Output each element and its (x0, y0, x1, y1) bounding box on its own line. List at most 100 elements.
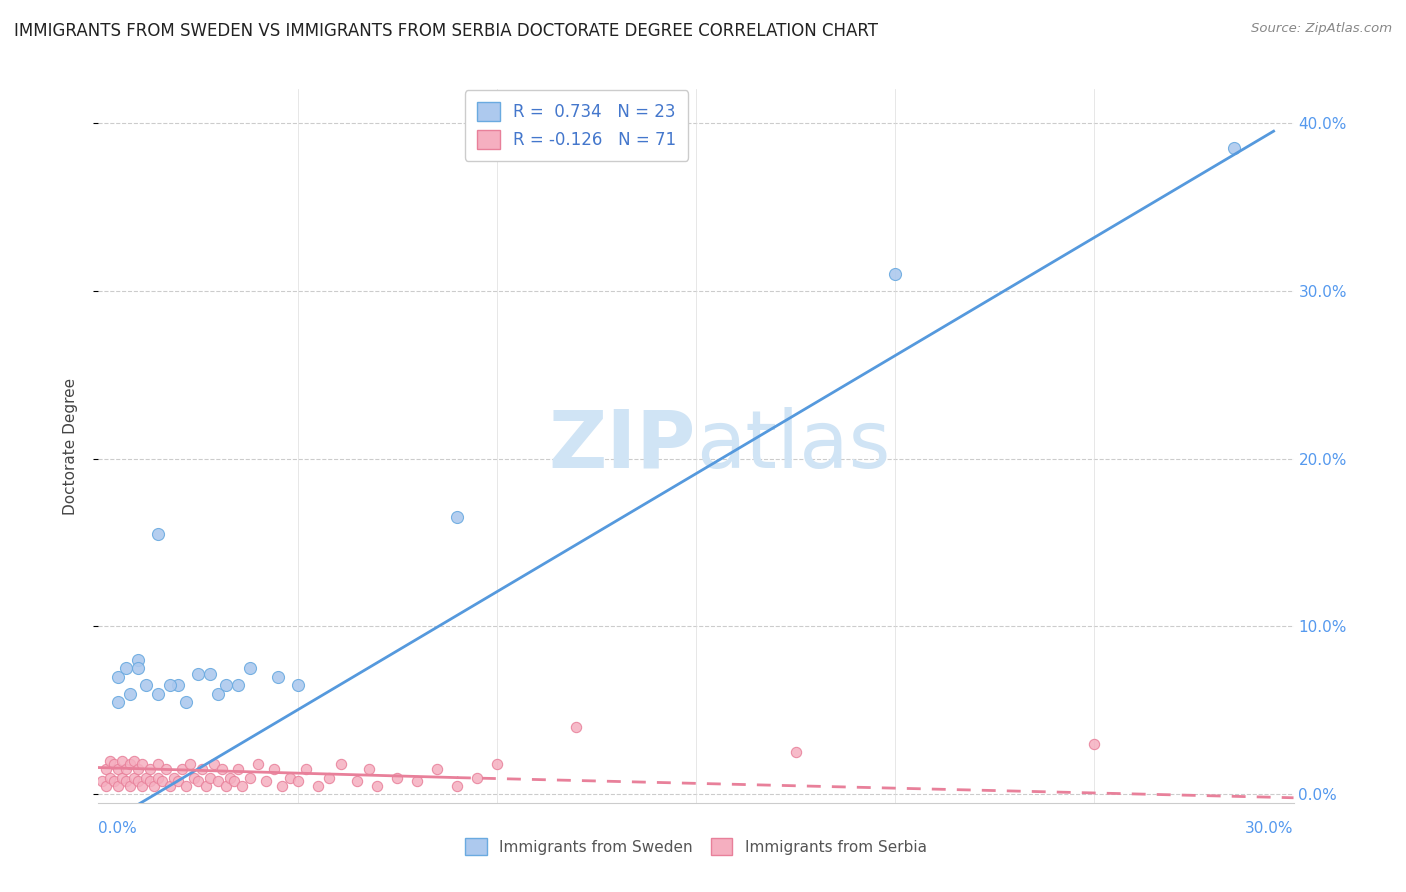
Point (1222, 141, 1246, 155)
Point (211, 762, 233, 776)
Point (465, 771, 488, 785)
Point (346, 774, 368, 789)
Point (406, 774, 429, 789)
Point (287, 678, 309, 692)
Y-axis label: Doctorate Degree: Doctorate Degree (63, 377, 77, 515)
Point (884, 267, 907, 281)
Point (198, 771, 221, 785)
Point (219, 771, 242, 785)
Point (107, 779, 129, 793)
Point (191, 762, 214, 776)
Text: atlas: atlas (696, 407, 890, 485)
Point (120, 687, 142, 701)
Point (187, 666, 209, 681)
Point (330, 757, 353, 772)
Point (226, 678, 249, 692)
Point (159, 678, 181, 692)
Point (195, 779, 218, 793)
Point (127, 661, 149, 675)
Point (174, 779, 197, 793)
Point (135, 678, 157, 692)
Point (115, 774, 138, 789)
Point (366, 779, 388, 793)
Point (139, 774, 162, 789)
Point (485, 757, 508, 772)
Point (385, 771, 409, 785)
Point (127, 762, 149, 776)
Point (100, 771, 122, 785)
Point (426, 762, 449, 776)
Point (267, 670, 290, 684)
Point (155, 762, 177, 776)
Point (215, 779, 238, 793)
Point (239, 771, 262, 785)
Point (231, 779, 253, 793)
Point (148, 687, 170, 701)
Point (307, 779, 329, 793)
Point (167, 774, 190, 789)
Point (174, 695, 197, 709)
Point (246, 757, 269, 772)
Point (131, 757, 153, 772)
Point (359, 762, 381, 776)
Point (124, 771, 146, 785)
Point (446, 779, 468, 793)
Point (139, 762, 162, 776)
Point (111, 771, 134, 785)
Legend: Immigrants from Sweden, Immigrants from Serbia: Immigrants from Sweden, Immigrants from … (458, 830, 934, 863)
Point (294, 762, 316, 776)
Point (100, 754, 122, 768)
Point (172, 762, 194, 776)
Point (254, 774, 277, 789)
Point (287, 774, 309, 789)
Point (103, 757, 125, 772)
Point (115, 762, 138, 776)
Point (179, 757, 201, 772)
Text: IMMIGRANTS FROM SWEDEN VS IMMIGRANTS FROM SERBIA DOCTORATE DEGREE CORRELATION CH: IMMIGRANTS FROM SWEDEN VS IMMIGRANTS FRO… (14, 22, 879, 40)
Point (263, 762, 285, 776)
Point (446, 510, 468, 524)
Point (107, 762, 129, 776)
Text: ZIP: ZIP (548, 407, 696, 485)
Point (159, 779, 181, 793)
Point (127, 774, 149, 789)
Text: 0.0%: 0.0% (98, 821, 138, 836)
Point (111, 754, 134, 768)
Point (222, 774, 245, 789)
Point (115, 661, 138, 675)
Point (127, 653, 149, 667)
Point (120, 757, 142, 772)
Point (270, 779, 292, 793)
Text: 30.0%: 30.0% (1246, 821, 1294, 836)
Point (565, 720, 588, 734)
Point (278, 771, 301, 785)
Point (785, 746, 807, 760)
Point (148, 771, 170, 785)
Point (107, 670, 129, 684)
Point (207, 774, 229, 789)
Point (91, 774, 114, 789)
Point (148, 757, 170, 772)
Point (107, 695, 129, 709)
Point (187, 774, 209, 789)
Point (96, 762, 118, 776)
Point (120, 779, 142, 793)
Point (167, 678, 190, 692)
Point (135, 771, 157, 785)
Point (103, 774, 125, 789)
Point (215, 678, 238, 692)
Point (1083, 737, 1105, 751)
Point (163, 771, 186, 785)
Point (239, 661, 262, 675)
Point (150, 774, 173, 789)
Point (148, 527, 170, 541)
Point (318, 771, 340, 785)
Point (96, 779, 118, 793)
Point (226, 762, 249, 776)
Point (207, 687, 229, 701)
Point (124, 754, 146, 768)
Point (183, 771, 205, 785)
Point (143, 779, 166, 793)
Text: Source: ZipAtlas.com: Source: ZipAtlas.com (1251, 22, 1392, 36)
Point (202, 757, 225, 772)
